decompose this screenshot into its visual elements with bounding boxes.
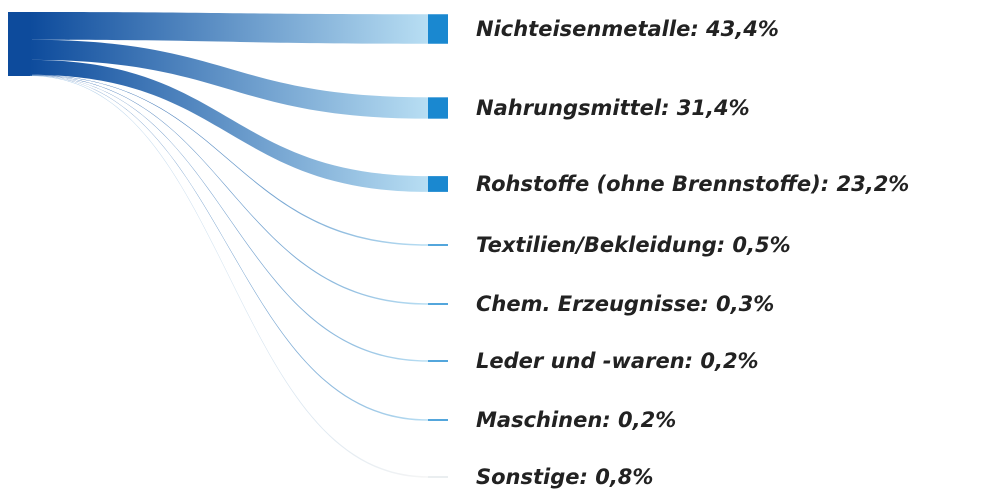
flow-label: Sonstige: 0,8% <box>476 465 653 489</box>
flow <box>30 75 428 305</box>
target-node <box>428 419 448 421</box>
flow-label: Leder und -waren: 0,2% <box>476 349 759 373</box>
flow-label: Nahrungsmittel: 31,4% <box>476 96 750 120</box>
flow <box>30 75 428 421</box>
target-node <box>428 476 448 478</box>
flow-label: Nichteisenmetalle: 43,4% <box>476 17 779 41</box>
flow-label: Textilien/Bekleidung: 0,5% <box>476 233 791 257</box>
target-node <box>428 176 448 192</box>
flow-label: Rohstoffe (ohne Brennstoffe): 23,2% <box>476 172 909 196</box>
flow <box>30 39 428 119</box>
target-node <box>428 14 448 44</box>
flow-label: Maschinen: 0,2% <box>476 408 676 432</box>
flow <box>30 59 428 192</box>
flow <box>30 74 428 246</box>
target-node <box>428 360 448 362</box>
source-node <box>8 12 32 76</box>
flow <box>30 75 428 478</box>
target-node <box>428 303 448 305</box>
flow-label: Chem. Erzeugnisse: 0,3% <box>476 292 774 316</box>
target-node <box>428 97 448 119</box>
target-node <box>428 244 448 246</box>
flow <box>30 12 428 44</box>
flow <box>30 75 428 362</box>
